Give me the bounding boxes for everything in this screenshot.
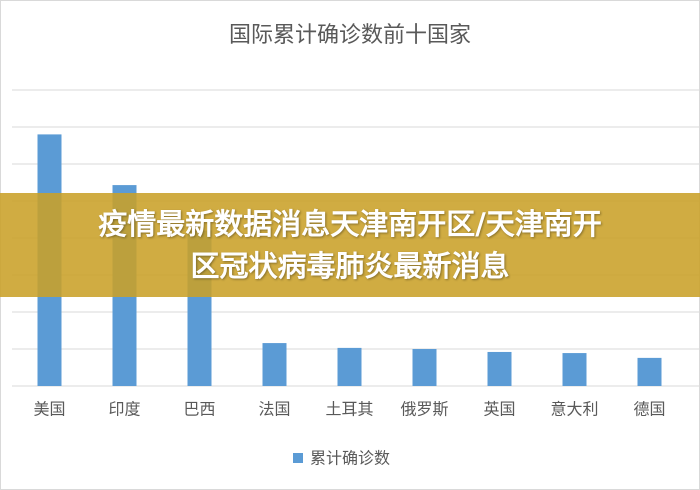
banner-line: 疫情最新数据消息天津南开区/天津南开 (98, 207, 602, 241)
bar (337, 347, 362, 386)
banner-line: 区冠状病毒肺炎最新消息 (190, 249, 510, 283)
bar (487, 351, 512, 386)
legend-label: 累计确诊数 (310, 449, 390, 468)
x-tick-label: 印度 (108, 400, 140, 419)
x-tick-label: 德国 (633, 400, 665, 419)
bar (562, 353, 587, 386)
bar (637, 357, 662, 386)
chart-title: 国际累计确诊数前十国家 (229, 23, 471, 48)
x-tick-label: 俄罗斯 (400, 400, 448, 419)
bar (262, 343, 287, 386)
x-tick-label: 巴西 (183, 400, 215, 419)
x-tick-label: 英国 (483, 400, 515, 419)
legend-swatch (293, 453, 303, 463)
x-tick-label: 意大利 (550, 400, 598, 419)
x-tick-label: 美国 (33, 400, 65, 419)
banner: 疫情最新数据消息天津南开区/天津南开 区冠状病毒肺炎最新消息 (0, 193, 700, 297)
x-tick-label: 土耳其 (325, 400, 373, 419)
bar (412, 349, 437, 386)
x-tick-label: 法国 (258, 400, 290, 419)
